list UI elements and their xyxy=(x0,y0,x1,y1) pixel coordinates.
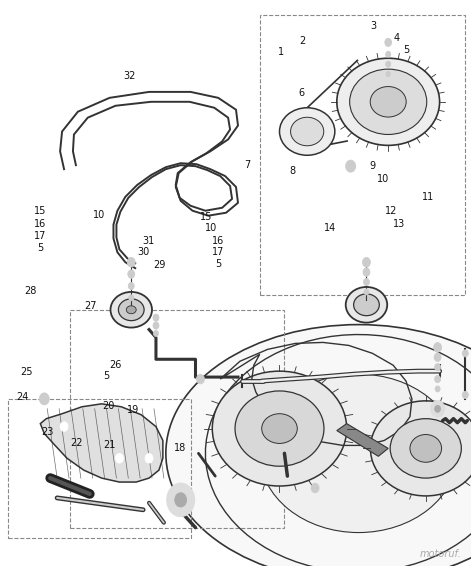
Circle shape xyxy=(311,483,319,493)
Circle shape xyxy=(434,343,442,352)
Text: 11: 11 xyxy=(422,192,434,201)
Circle shape xyxy=(197,374,204,384)
Bar xyxy=(8,399,191,538)
Text: 9: 9 xyxy=(370,161,376,171)
Ellipse shape xyxy=(410,435,442,462)
Text: 26: 26 xyxy=(109,360,121,369)
Text: 17: 17 xyxy=(34,231,46,241)
Circle shape xyxy=(386,72,390,77)
Text: 12: 12 xyxy=(385,206,398,216)
Text: 32: 32 xyxy=(123,71,136,81)
Ellipse shape xyxy=(166,324,474,569)
Ellipse shape xyxy=(354,294,379,316)
Circle shape xyxy=(435,405,441,413)
Polygon shape xyxy=(337,424,388,456)
Text: 20: 20 xyxy=(102,401,114,411)
Text: 14: 14 xyxy=(324,223,336,233)
Ellipse shape xyxy=(260,374,457,533)
Ellipse shape xyxy=(212,371,346,486)
Circle shape xyxy=(153,322,159,329)
Circle shape xyxy=(434,353,441,361)
Text: 5: 5 xyxy=(215,259,221,269)
Circle shape xyxy=(128,257,135,267)
Circle shape xyxy=(60,422,68,431)
Ellipse shape xyxy=(291,117,324,146)
Text: 16: 16 xyxy=(34,218,46,229)
Text: 5: 5 xyxy=(103,371,109,381)
Ellipse shape xyxy=(118,299,144,321)
Circle shape xyxy=(435,364,441,371)
Text: 18: 18 xyxy=(174,443,186,453)
Polygon shape xyxy=(40,404,163,482)
Text: 25: 25 xyxy=(20,367,32,377)
Circle shape xyxy=(153,314,159,321)
Text: 19: 19 xyxy=(127,405,139,415)
Text: 4: 4 xyxy=(393,32,399,43)
Text: 29: 29 xyxy=(154,260,166,270)
Text: 1: 1 xyxy=(278,47,284,57)
Ellipse shape xyxy=(346,287,387,323)
Text: 27: 27 xyxy=(84,301,97,311)
Ellipse shape xyxy=(337,58,439,145)
Text: 13: 13 xyxy=(392,218,405,229)
Ellipse shape xyxy=(350,69,427,134)
Text: 7: 7 xyxy=(244,160,250,170)
Circle shape xyxy=(386,51,391,57)
Text: 15: 15 xyxy=(34,206,46,216)
Circle shape xyxy=(129,295,134,301)
Text: motoruf.: motoruf. xyxy=(420,550,462,559)
Text: 5: 5 xyxy=(37,244,44,253)
Text: 28: 28 xyxy=(25,286,37,296)
Text: 17: 17 xyxy=(212,247,225,257)
Circle shape xyxy=(167,483,194,517)
Ellipse shape xyxy=(110,292,152,328)
Ellipse shape xyxy=(280,108,335,155)
Ellipse shape xyxy=(262,414,297,443)
Bar xyxy=(260,15,465,295)
Text: 24: 24 xyxy=(16,392,28,402)
Circle shape xyxy=(363,257,370,267)
Circle shape xyxy=(431,401,445,417)
Text: 2: 2 xyxy=(300,36,306,46)
Text: 23: 23 xyxy=(42,427,54,437)
Circle shape xyxy=(435,376,441,382)
Circle shape xyxy=(435,386,440,392)
Circle shape xyxy=(128,282,134,290)
Circle shape xyxy=(385,39,392,46)
Ellipse shape xyxy=(390,419,461,478)
Ellipse shape xyxy=(235,391,324,466)
Circle shape xyxy=(364,289,369,295)
Circle shape xyxy=(346,160,356,172)
Text: 10: 10 xyxy=(205,223,218,233)
Text: 31: 31 xyxy=(142,236,154,246)
Circle shape xyxy=(363,268,370,277)
Text: 22: 22 xyxy=(71,438,83,448)
Circle shape xyxy=(462,391,468,398)
Text: 15: 15 xyxy=(201,212,213,222)
Text: 30: 30 xyxy=(137,247,149,257)
Circle shape xyxy=(386,61,391,67)
Circle shape xyxy=(128,270,135,278)
Text: 6: 6 xyxy=(299,88,305,98)
Ellipse shape xyxy=(370,401,474,496)
Circle shape xyxy=(154,331,158,336)
Text: 16: 16 xyxy=(212,236,224,246)
Text: 5: 5 xyxy=(403,45,410,55)
Text: 10: 10 xyxy=(93,210,105,220)
Ellipse shape xyxy=(126,306,136,314)
Text: 8: 8 xyxy=(289,166,295,176)
Circle shape xyxy=(116,453,123,463)
Ellipse shape xyxy=(370,86,406,117)
Circle shape xyxy=(39,393,49,405)
Text: 3: 3 xyxy=(371,22,377,31)
Circle shape xyxy=(145,453,153,463)
Text: 21: 21 xyxy=(103,440,116,450)
Text: 10: 10 xyxy=(377,174,389,184)
Circle shape xyxy=(175,493,187,507)
Circle shape xyxy=(364,278,369,286)
Bar xyxy=(70,310,284,527)
Circle shape xyxy=(462,350,468,357)
